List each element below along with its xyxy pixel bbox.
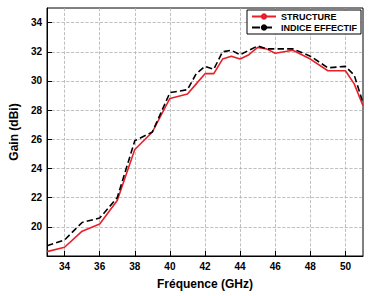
svg-text:34: 34	[31, 17, 43, 28]
svg-text:Fréquence (GHz): Fréquence (GHz)	[157, 277, 253, 291]
svg-text:34: 34	[59, 261, 71, 272]
svg-text:32: 32	[31, 46, 43, 57]
svg-text:26: 26	[31, 134, 43, 145]
svg-text:Gain (dBi): Gain (dBi)	[7, 103, 21, 160]
svg-text:40: 40	[164, 261, 176, 272]
svg-text:22: 22	[31, 192, 43, 203]
svg-text:36: 36	[94, 261, 106, 272]
svg-text:28: 28	[31, 105, 43, 116]
svg-text:50: 50	[340, 261, 352, 272]
svg-text:38: 38	[129, 261, 141, 272]
svg-text:INDICE EFFECTIF: INDICE EFFECTIF	[281, 23, 358, 33]
svg-text:46: 46	[270, 261, 282, 272]
svg-text:42: 42	[199, 261, 211, 272]
svg-text:24: 24	[31, 163, 43, 174]
svg-text:48: 48	[305, 261, 317, 272]
svg-text:STRUCTURE: STRUCTURE	[281, 12, 337, 22]
svg-text:44: 44	[235, 261, 247, 272]
svg-text:20: 20	[31, 221, 43, 232]
svg-text:30: 30	[31, 75, 43, 86]
